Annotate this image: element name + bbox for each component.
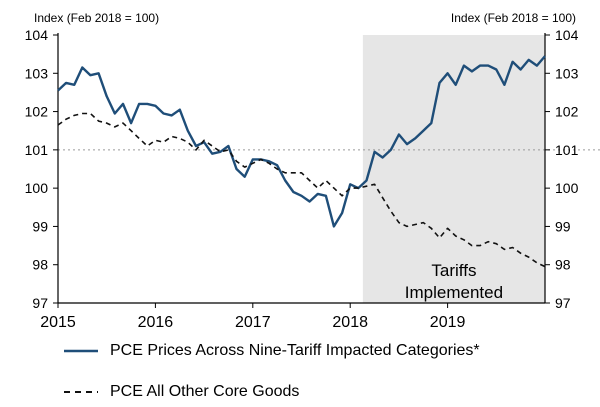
legend-swatch-dashed bbox=[64, 391, 98, 393]
tariff-shaded-region bbox=[362, 35, 545, 303]
y-tick-label-right: 103 bbox=[555, 65, 579, 81]
y-tick-label-left: 98 bbox=[32, 257, 48, 273]
y-tick-label-right: 101 bbox=[555, 142, 579, 158]
legend-label-tariff: PCE Prices Across Nine-Tariff Impacted C… bbox=[110, 342, 480, 359]
y-tick-label-right: 98 bbox=[555, 257, 571, 273]
y-tick-label-left: 102 bbox=[25, 104, 49, 120]
right-axis-label: Index (Feb 2018 = 100) bbox=[450, 11, 576, 25]
y-tick-label-right: 100 bbox=[555, 180, 579, 196]
x-tick-label: 2019 bbox=[430, 314, 466, 331]
x-tick-label: 2015 bbox=[40, 314, 76, 331]
left-axis-label: Index (Feb 2018 = 100) bbox=[34, 11, 160, 25]
y-tick-label-right: 104 bbox=[555, 27, 579, 43]
y-tick-label-left: 97 bbox=[32, 295, 48, 311]
y-tick-label-left: 100 bbox=[25, 180, 49, 196]
legend-label-core-goods: PCE All Other Core Goods bbox=[110, 383, 300, 400]
y-tick-label-left: 101 bbox=[25, 142, 49, 158]
tariffs-annotation-line1: Tariffs bbox=[431, 261, 476, 280]
y-tick-label-left: 104 bbox=[25, 27, 49, 43]
legend-swatch-solid bbox=[64, 349, 98, 353]
legend-item-tariff: PCE Prices Across Nine-Tariff Impacted C… bbox=[64, 342, 480, 360]
y-tick-label-right: 102 bbox=[555, 104, 579, 120]
y-tick-label-right: 97 bbox=[555, 295, 571, 311]
y-tick-label-left: 99 bbox=[32, 218, 48, 234]
x-tick-label: 2018 bbox=[332, 314, 368, 331]
x-tick-label: 2017 bbox=[235, 314, 271, 331]
series-line-tariff-categories bbox=[57, 55, 546, 228]
tariffs-annotation-line2: Implemented bbox=[405, 283, 503, 302]
legend-item-core-goods: PCE All Other Core Goods bbox=[64, 383, 299, 401]
x-tick-label: 2016 bbox=[138, 314, 174, 331]
y-tick-label-right: 99 bbox=[555, 218, 571, 234]
y-tick-label-left: 103 bbox=[25, 65, 49, 81]
series-line-other-core-goods bbox=[57, 112, 546, 268]
